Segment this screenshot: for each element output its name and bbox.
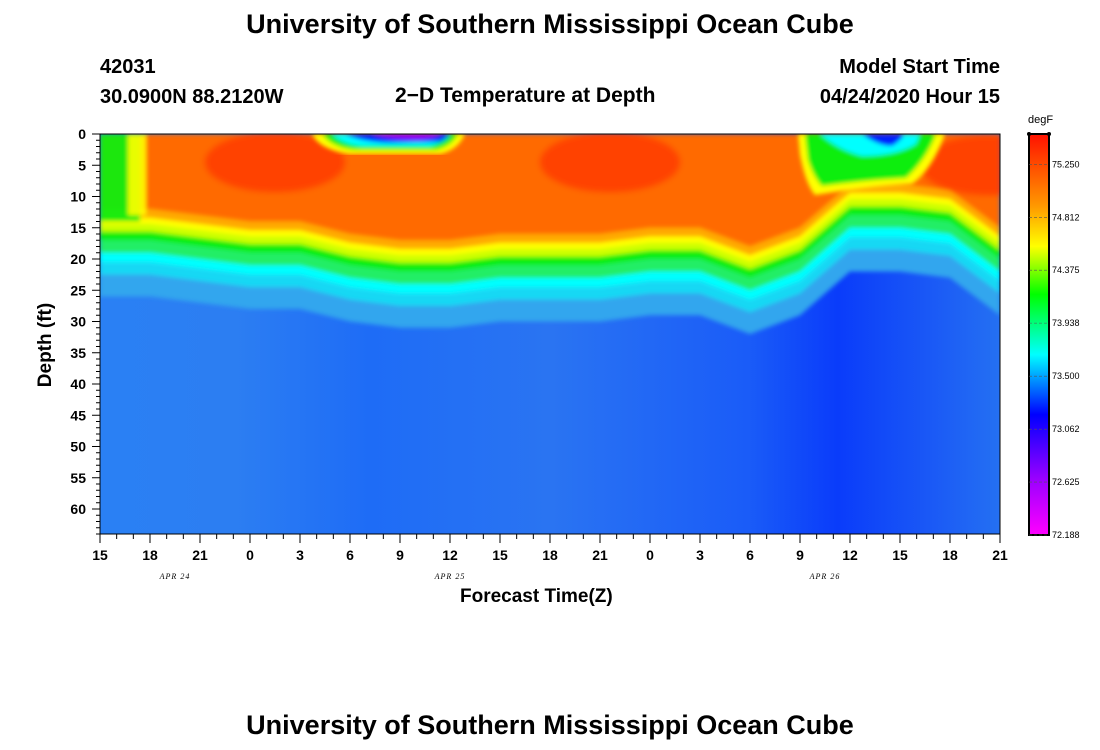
- y-tick-label: 5: [78, 157, 86, 173]
- x-tick-label: 15: [892, 547, 908, 563]
- x-tick-label: 21: [592, 547, 608, 563]
- y-tick-label: 40: [70, 376, 86, 392]
- cold-patch-1: [312, 134, 465, 154]
- x-tick-label: 6: [746, 547, 754, 563]
- cold-patch-2: [798, 134, 945, 195]
- y-tick-label: 60: [70, 501, 86, 517]
- date-label: APR 24: [159, 572, 191, 581]
- x-tick-label: 9: [796, 547, 804, 563]
- y-axis: 0 5 10 15 20 25 30 35 40 45 50 55 60: [70, 126, 100, 535]
- colorbar-tick-label: 74.812: [1052, 212, 1080, 222]
- date-label: APR 26: [809, 572, 841, 581]
- y-tick-label: 20: [70, 251, 86, 267]
- model-start-label: Model Start Time: [839, 56, 1000, 78]
- x-tick-label: 15: [492, 547, 508, 563]
- y-tick-label: 35: [70, 345, 86, 361]
- y-tick-label: 30: [70, 314, 86, 330]
- y-axis-label: Depth (ft): [35, 302, 56, 388]
- station-id: 42031: [100, 56, 156, 78]
- x-tick-label: 3: [696, 547, 704, 563]
- patch1-purple: [372, 134, 440, 140]
- colorbar-tick-label: 72.188: [1052, 530, 1080, 540]
- thermocline-bands: [100, 134, 1000, 334]
- heatmap-field: [100, 134, 1000, 534]
- patch2-blue: [862, 134, 904, 146]
- warm-core-1: [205, 134, 345, 193]
- colorbar-tick-label: 72.625: [1052, 477, 1080, 487]
- y-tick-label: 15: [70, 220, 86, 236]
- colorbar-tick-label: 75.250: [1052, 159, 1080, 169]
- x-tick-label: 3: [296, 547, 304, 563]
- colorbar-tick-label: 73.500: [1052, 371, 1080, 381]
- x-axis-label: Forecast Time(Z): [460, 586, 613, 607]
- y-tick-label: 50: [70, 439, 86, 455]
- y-tick-label: 25: [70, 282, 86, 298]
- plot-title: 2−D Temperature at Depth: [395, 84, 656, 107]
- x-tick-label: 12: [842, 547, 858, 563]
- footer-title: University of Southern Mississippi Ocean…: [246, 710, 854, 740]
- x-tick-label: 21: [192, 547, 208, 563]
- colorbar-units: degF: [1028, 114, 1054, 126]
- left-edge-yellow: [128, 134, 146, 216]
- warm-core-3: [920, 135, 1000, 196]
- colorbar-tick-label: 73.062: [1052, 424, 1080, 434]
- y-tick-label: 45: [70, 407, 86, 423]
- y-tick-label: 55: [70, 470, 86, 486]
- x-tick-label: 9: [396, 547, 404, 563]
- date-label: APR 25: [434, 572, 466, 581]
- model-start-value: 04/24/2020 Hour 15: [819, 86, 1000, 108]
- colorbar-tick-label: 74.375: [1052, 265, 1080, 275]
- x-tick-label: 18: [542, 547, 558, 563]
- x-tick-label: 18: [142, 547, 158, 563]
- warm-core-2: [540, 134, 680, 193]
- x-tick-label: 0: [646, 547, 654, 563]
- x-tick-label: 6: [346, 547, 354, 563]
- y-tick-label: 10: [70, 189, 86, 205]
- x-tick-label: 21: [992, 547, 1008, 563]
- x-tick-label: 18: [942, 547, 958, 563]
- colorbar-tick-label: 73.938: [1052, 318, 1080, 328]
- page-title: University of Southern Mississippi Ocean…: [246, 9, 854, 39]
- x-tick-label: 15: [92, 547, 108, 563]
- colorbar-gradient: [1028, 133, 1050, 536]
- y-tick-label: 0: [78, 126, 86, 142]
- station-coordinates: 30.0900N 88.2120W: [100, 86, 284, 108]
- colorbar: 75.250 74.812 74.375 73.938 73.500 73.062 72.6…: [1027, 132, 1080, 540]
- x-tick-label: 12: [442, 547, 458, 563]
- colorbar-corner: [1027, 132, 1031, 136]
- colorbar-corner: [1047, 132, 1051, 136]
- x-tick-label: 0: [246, 547, 254, 563]
